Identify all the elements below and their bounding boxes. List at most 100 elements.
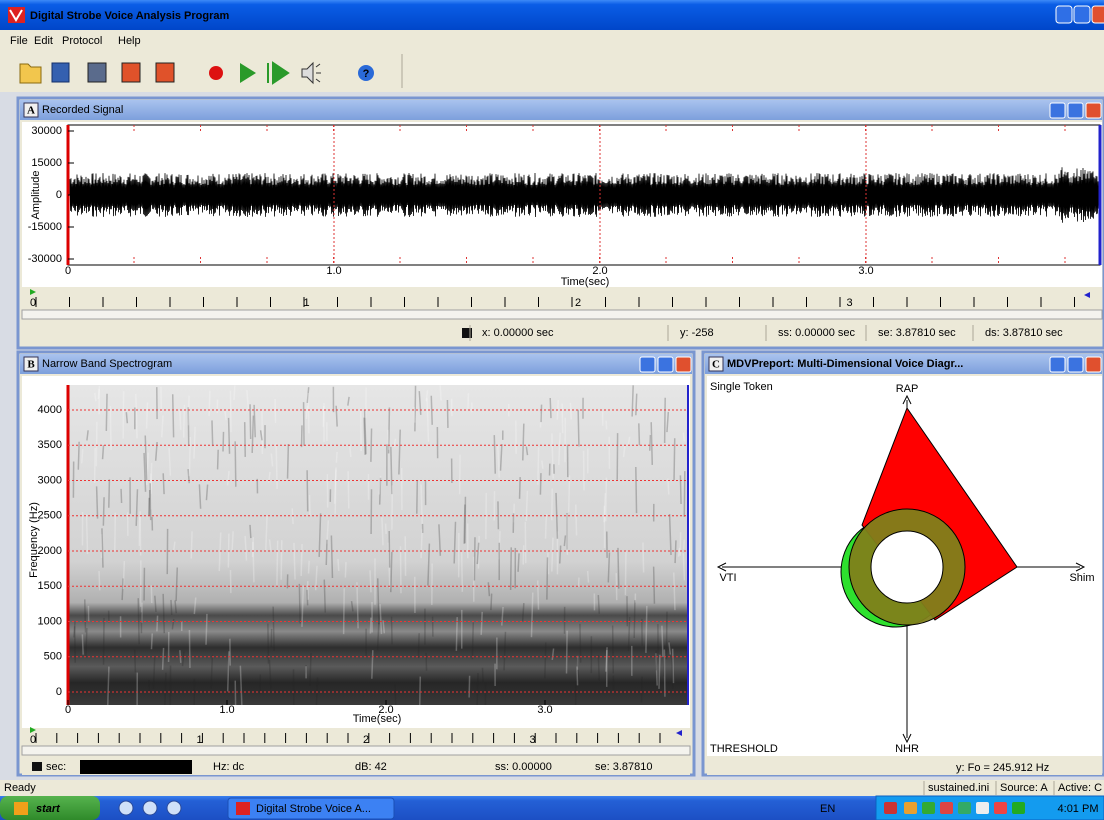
spectrogram-texture xyxy=(550,398,551,418)
spectrogram-texture xyxy=(277,541,278,587)
spectrogram-texture xyxy=(598,655,599,681)
scrollbar[interactable] xyxy=(22,310,1102,319)
spectrogram-texture xyxy=(547,557,548,599)
quick-launch-icon[interactable] xyxy=(167,801,181,815)
spectrogram-texture xyxy=(324,580,325,613)
status-field: ss: 0.00000 sec xyxy=(778,327,856,339)
window-button[interactable] xyxy=(658,357,673,372)
spectrogram-texture xyxy=(123,561,124,589)
spectrogram-texture xyxy=(567,631,568,674)
x-tick-label: 3.0 xyxy=(858,265,873,277)
window-button[interactable] xyxy=(640,357,655,372)
spectrogram-texture xyxy=(273,607,274,651)
spectrogram-texture xyxy=(99,571,100,590)
spectrogram-texture xyxy=(684,471,685,517)
spectrogram-texture xyxy=(646,606,647,653)
spectrogram-texture xyxy=(577,667,578,686)
spectrogram-texture xyxy=(171,600,172,615)
spectrogram-texture xyxy=(173,394,174,437)
window-button[interactable] xyxy=(1086,357,1101,372)
window-button[interactable] xyxy=(1056,6,1072,23)
status-field: se: 3.87810 sec xyxy=(878,327,956,339)
spectrogram-texture xyxy=(85,599,86,632)
y-axis-label: Amplitude xyxy=(30,171,42,220)
y-tick-label: 2500 xyxy=(38,510,62,522)
window-letter: A xyxy=(27,105,35,117)
spectrogram-texture xyxy=(209,391,210,416)
menu-item[interactable]: Edit xyxy=(34,35,53,47)
menu-item[interactable]: Help xyxy=(118,35,141,47)
spectrogram-texture xyxy=(392,617,393,645)
x-tick-label: 1.0 xyxy=(219,704,234,716)
spectrogram-texture xyxy=(606,478,607,522)
window-button[interactable] xyxy=(1068,103,1083,118)
status-bar-field: Active: C xyxy=(1058,782,1102,794)
x-tick-label: 0 xyxy=(65,265,71,277)
status-bar-field: Source: A xyxy=(1000,782,1048,794)
tool-button[interactable] xyxy=(156,63,174,82)
save-button[interactable] xyxy=(52,63,69,82)
y-tick-label: -15000 xyxy=(28,221,62,233)
window-button[interactable] xyxy=(1092,6,1104,23)
spectrogram-texture xyxy=(250,404,251,439)
window-letter: B xyxy=(27,359,35,371)
spectrogram-texture xyxy=(150,483,151,520)
ruler-label: 2 xyxy=(575,297,581,309)
spectrogram-texture xyxy=(388,430,389,450)
spectrogram-texture xyxy=(189,630,190,668)
status-field: y: -258 xyxy=(680,327,714,339)
app-title: Digital Strobe Voice Analysis Program xyxy=(30,10,229,22)
spectrogram-texture xyxy=(675,540,676,563)
window-button[interactable] xyxy=(1086,103,1101,118)
tray-icon xyxy=(884,802,897,814)
spectrogram-texture xyxy=(336,452,337,463)
spectrogram-texture xyxy=(301,544,302,576)
spectrogram-texture xyxy=(338,559,339,571)
spectrogram-texture xyxy=(307,470,308,511)
quick-launch-icon[interactable] xyxy=(143,801,157,815)
page: Digital Strobe Voice Analysis Program Fil… xyxy=(0,0,1104,820)
open-button[interactable] xyxy=(20,64,41,83)
spectrogram-texture xyxy=(662,626,663,657)
window-button[interactable] xyxy=(1074,6,1090,23)
window-button[interactable] xyxy=(1050,357,1065,372)
scrollbar[interactable] xyxy=(22,746,690,755)
x-tick-label: 3.0 xyxy=(537,704,552,716)
window-title: Narrow Band Spectrogram xyxy=(42,358,172,370)
menu-item[interactable]: Protocol xyxy=(62,35,102,47)
status-field: 0.00000 xyxy=(84,761,124,773)
tool-button[interactable] xyxy=(88,63,106,82)
spectrogram-texture xyxy=(511,547,512,590)
spectrogram-texture xyxy=(234,385,235,400)
ruler-label: 3 xyxy=(529,734,535,746)
tool-button[interactable] xyxy=(122,63,140,82)
spectrogram-texture xyxy=(665,398,666,443)
record-button[interactable] xyxy=(209,66,223,80)
y-tick-label: 0 xyxy=(56,189,62,201)
spectrogram-texture xyxy=(109,479,110,507)
spectrogram-texture xyxy=(370,618,371,634)
spectrogram-texture xyxy=(477,673,478,705)
y-tick-label: 2000 xyxy=(38,545,62,557)
spectrogram-texture xyxy=(299,584,300,624)
spectrogram-texture xyxy=(191,531,192,558)
spectrogram-texture xyxy=(472,622,473,659)
spectrogram-texture xyxy=(632,385,633,416)
spectrogram-texture xyxy=(110,406,111,450)
spectrogram-texture xyxy=(541,405,542,422)
window-button[interactable] xyxy=(676,357,691,372)
spectrogram-texture xyxy=(126,412,127,423)
window-button[interactable] xyxy=(1050,103,1065,118)
task-label[interactable]: Digital Strobe Voice A... xyxy=(256,803,371,815)
spectrogram-texture xyxy=(440,385,441,400)
quick-launch-icon[interactable] xyxy=(119,801,133,815)
y-tick-label: 1500 xyxy=(38,580,62,592)
y-tick-label: 30000 xyxy=(31,125,62,137)
spectrogram-texture xyxy=(230,391,231,432)
spectrogram-texture xyxy=(253,537,254,557)
window-button[interactable] xyxy=(1068,357,1083,372)
menu-item[interactable]: File xyxy=(10,35,28,47)
spectrogram-texture xyxy=(151,634,152,650)
ruler-label: 0 xyxy=(30,734,36,746)
start-label[interactable]: start xyxy=(36,803,61,815)
